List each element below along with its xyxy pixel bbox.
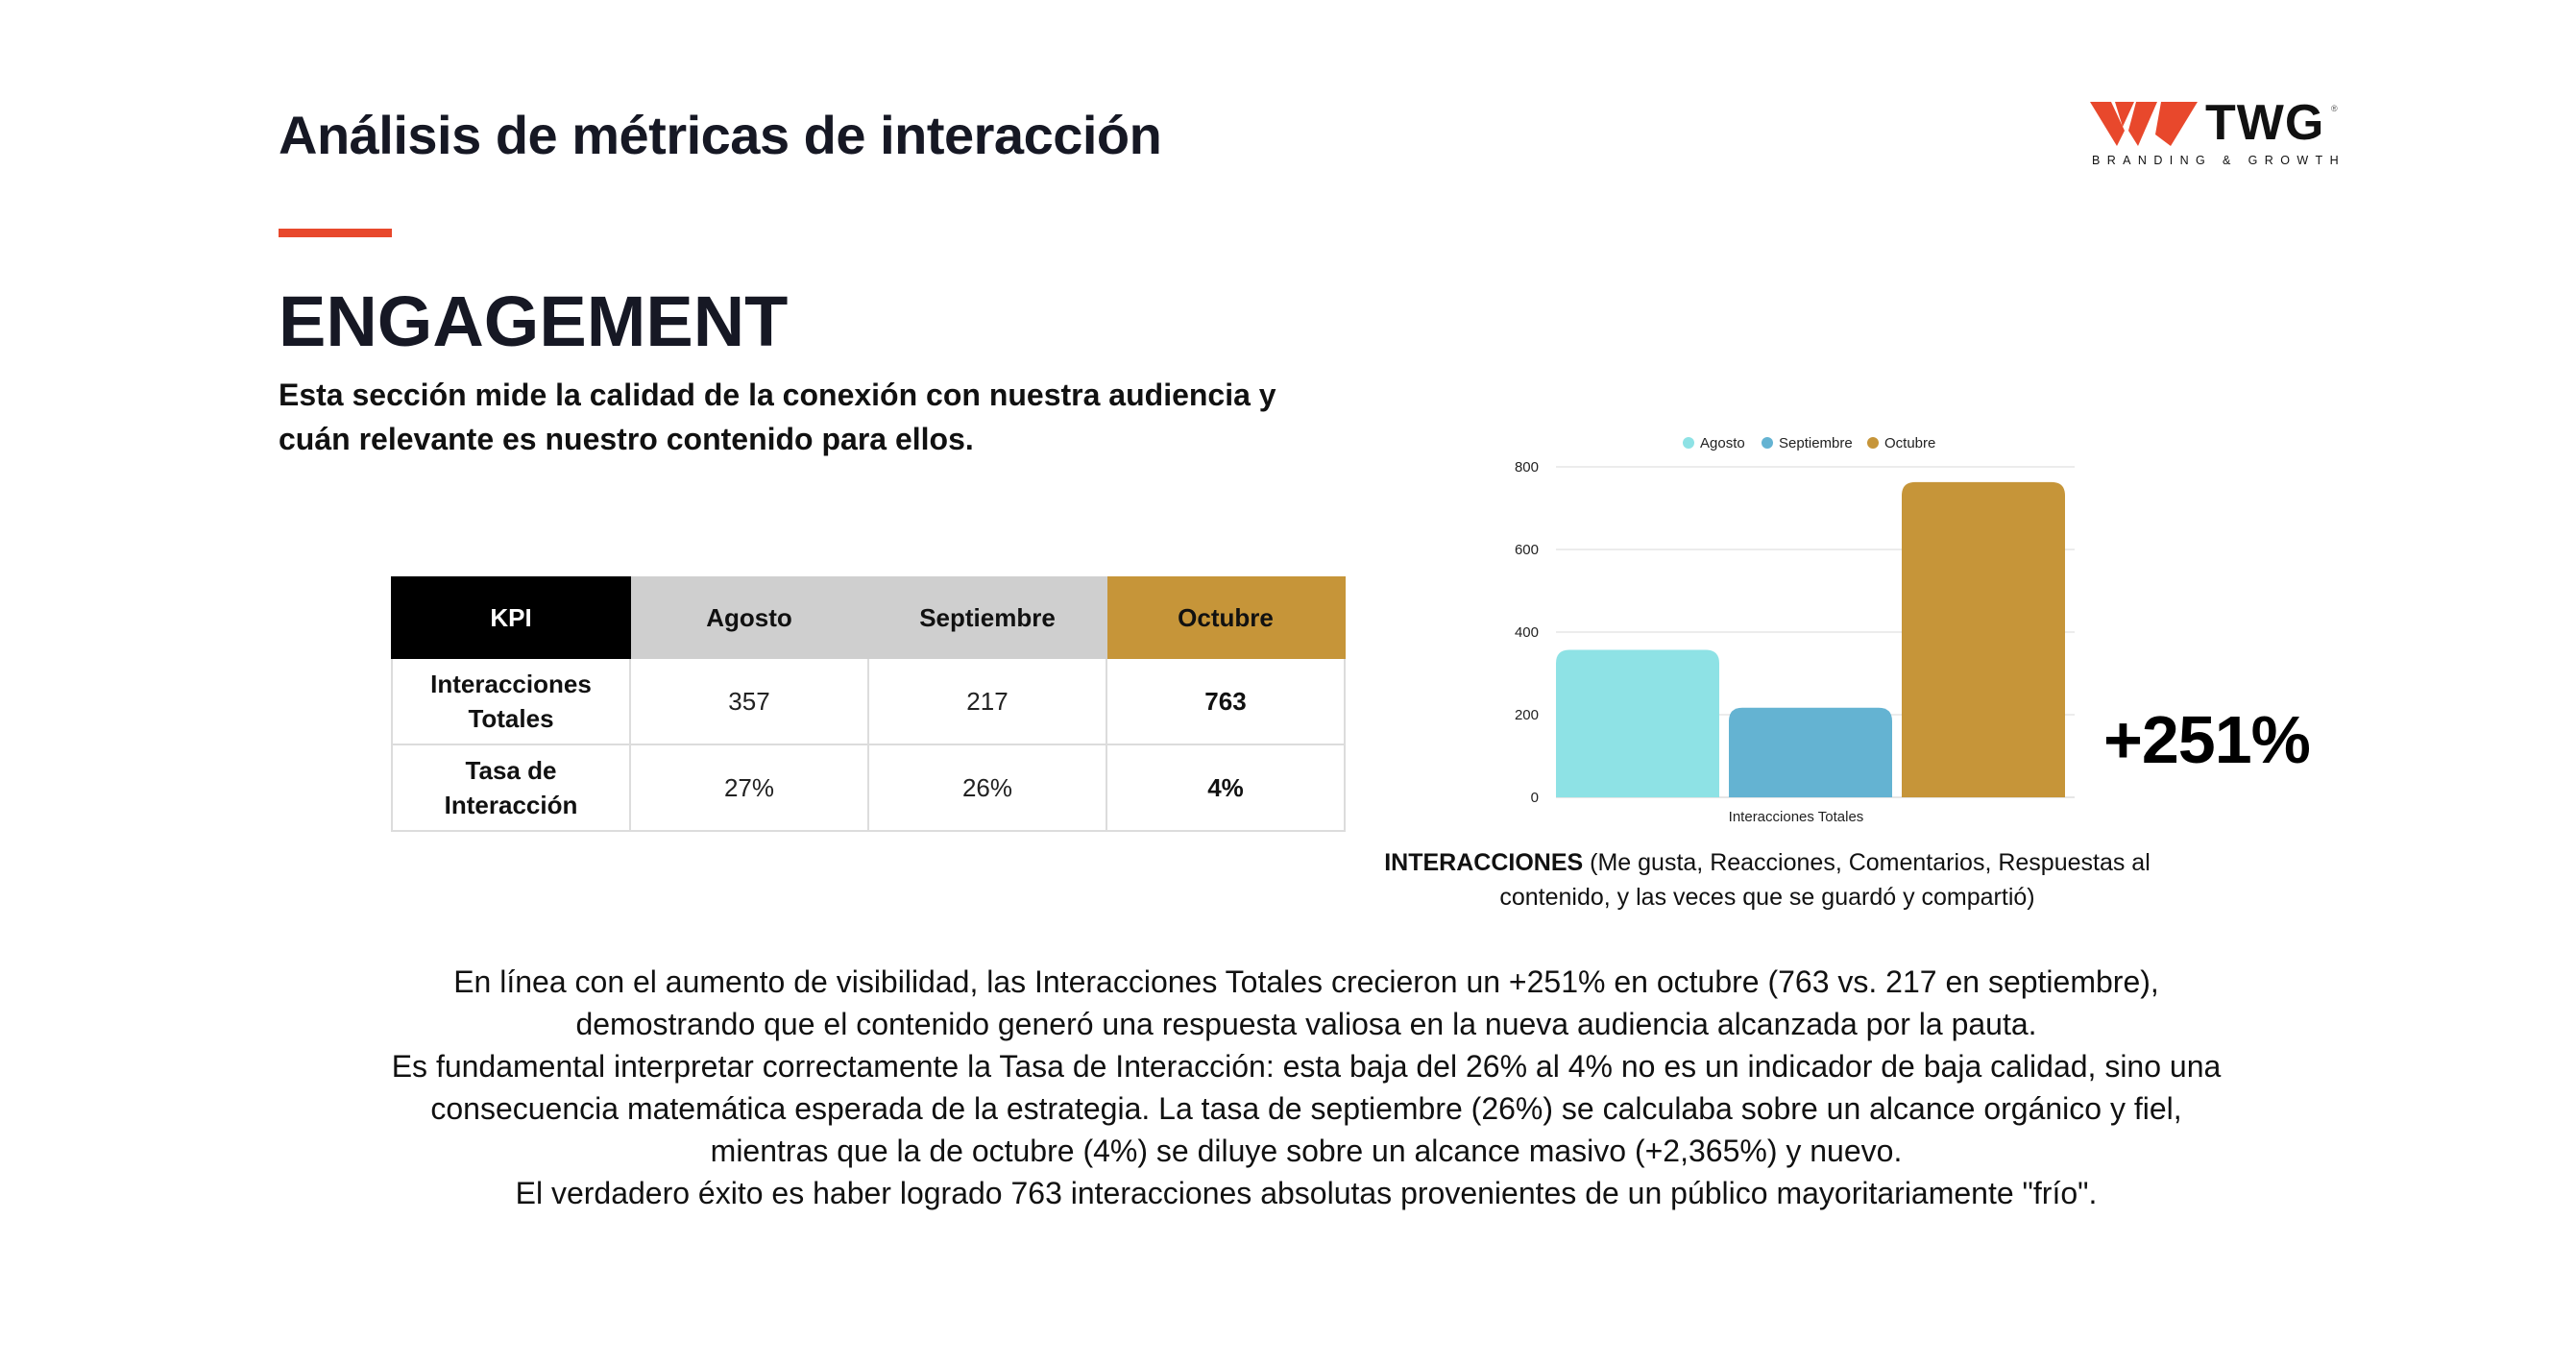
y-tick-label: 800 <box>1515 459 1539 476</box>
logo-wordmark: TWG <box>2205 95 2325 151</box>
paragraph-line: El verdadero éxito es haber logrado 763 … <box>515 1176 2098 1210</box>
section-subtitle: Esta sección mide la calidad de la conex… <box>279 378 1276 456</box>
chart-svg: 0 200 400 600 800 Interacciones Totales Agosto… <box>1515 435 2075 825</box>
bar-octubre <box>1902 481 2065 797</box>
growth-percentage: +251% <box>2103 702 2311 777</box>
legend-swatch-septiembre <box>1762 437 1773 449</box>
legend-label-octubre: Octubre <box>1884 435 1935 451</box>
caption-bold: INTERACCIONES <box>1384 849 1584 876</box>
paragraph-line: Es fundamental interpretar correctamente… <box>391 1049 2222 1084</box>
header-agosto: Agosto <box>629 576 869 659</box>
paragraph-line: mientras que la de octubre (4%) se diluy… <box>710 1134 1903 1168</box>
y-tick-label: 400 <box>1515 624 1539 641</box>
y-tick-label: 200 <box>1515 707 1539 723</box>
header-kpi: KPI <box>391 576 631 659</box>
row-label-line: Tasa de <box>465 756 557 785</box>
legend-label-agosto: Agosto <box>1700 435 1745 451</box>
paragraph-line: demostrando que el contenido generó una … <box>575 1007 2037 1041</box>
header-septiembre: Septiembre <box>867 576 1107 659</box>
cell-octubre: 4% <box>1106 744 1346 832</box>
bar-septiembre <box>1729 707 1892 797</box>
paragraph-line: consecuencia matemática esperada de la e… <box>430 1091 2182 1126</box>
chart-caption: INTERACCIONES (Me gusta, Reacciones, Com… <box>1383 845 2151 915</box>
paragraph-line: En línea con el aumento de visibilidad, … <box>453 964 2159 999</box>
table-row: Tasa de Interacción 27% 26% 4% <box>391 744 1346 832</box>
cell-agosto: 27% <box>629 744 869 832</box>
legend-swatch-agosto <box>1683 437 1694 449</box>
y-tick-label: 0 <box>1531 790 1539 806</box>
registered-mark: ® <box>2331 104 2338 113</box>
twg-logo: TWG ® BRANDING & GROWTH <box>2090 95 2340 173</box>
row-label-line: Interacción <box>444 791 578 819</box>
table-header-row: KPI Agosto Septiembre Octubre <box>391 576 1346 659</box>
cell-septiembre: 217 <box>867 657 1107 745</box>
cell-agosto: 357 <box>629 657 869 745</box>
row-label: Tasa de Interacción <box>391 744 631 832</box>
row-label-line: Interacciones <box>430 670 592 698</box>
kpi-table: KPI Agosto Septiembre Octubre Interaccio… <box>391 576 1346 832</box>
x-category-label: Interacciones Totales <box>1729 809 1864 825</box>
legend-label-septiembre: Septiembre <box>1779 435 1853 451</box>
section-title: ENGAGEMENT <box>279 281 789 361</box>
interactions-bar-chart: 0 200 400 600 800 Interacciones Totales Agosto… <box>1479 413 2094 836</box>
caption-text: (Me gusta, Reacciones, Comentarios, Resp… <box>1499 849 2151 911</box>
twg-logo-mark-icon <box>2090 102 2198 146</box>
row-label: Interacciones Totales <box>391 657 631 745</box>
logo-tagline: BRANDING & GROWTH <box>2092 154 2345 167</box>
accent-divider <box>279 229 392 237</box>
cell-octubre: 763 <box>1106 657 1346 745</box>
header-octubre: Octubre <box>1106 576 1346 659</box>
row-label-line: Totales <box>468 704 554 733</box>
table-row: Interacciones Totales 357 217 763 <box>391 657 1346 745</box>
legend-swatch-octubre <box>1867 437 1879 449</box>
cell-septiembre: 26% <box>867 744 1107 832</box>
page-title: Análisis de métricas de interacción <box>279 105 1162 165</box>
bar-agosto <box>1556 649 1719 797</box>
analysis-paragraph: En línea con el aumento de visibilidad, … <box>192 961 2420 1214</box>
y-tick-label: 600 <box>1515 542 1539 558</box>
